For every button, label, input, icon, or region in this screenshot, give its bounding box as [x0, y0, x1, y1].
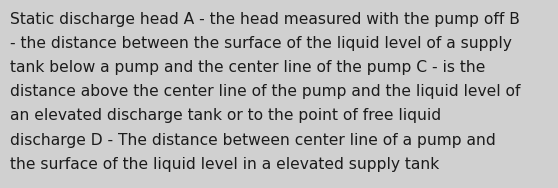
Text: - the distance between the surface of the liquid level of a supply: - the distance between the surface of th…	[10, 36, 512, 51]
Text: Static discharge head A - the head measured with the pump off B: Static discharge head A - the head measu…	[10, 12, 520, 27]
Text: discharge D - The distance between center line of a pump and: discharge D - The distance between cente…	[10, 133, 496, 148]
Text: distance above the center line of the pump and the liquid level of: distance above the center line of the pu…	[10, 84, 521, 99]
Text: an elevated discharge tank or to the point of free liquid: an elevated discharge tank or to the poi…	[10, 108, 441, 124]
Text: the surface of the liquid level in a elevated supply tank: the surface of the liquid level in a ele…	[10, 157, 439, 172]
Text: tank below a pump and the center line of the pump C - is the: tank below a pump and the center line of…	[10, 60, 485, 75]
